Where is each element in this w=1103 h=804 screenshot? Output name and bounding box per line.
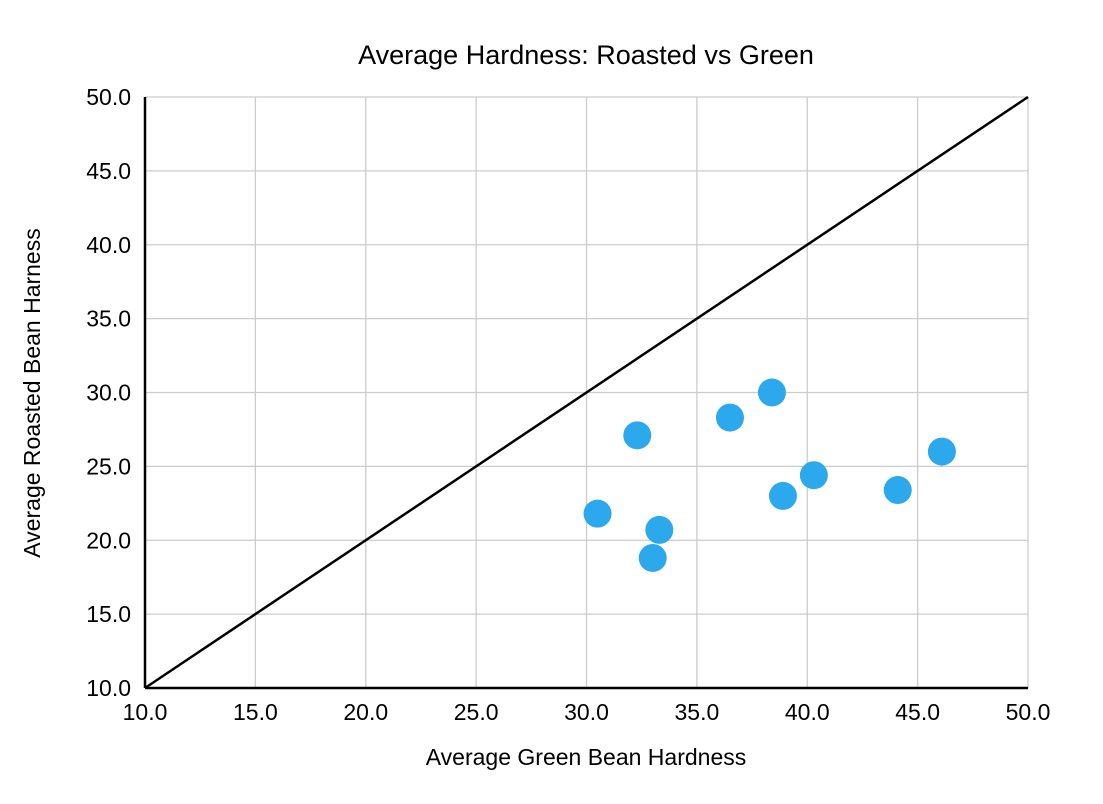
x-tick-label: 30.0: [564, 699, 609, 725]
y-tick-label: 45.0: [86, 158, 131, 184]
y-axis-label: Average Roasted Bean Harness: [19, 228, 45, 557]
reference-line-layer: [144, 95, 1029, 690]
data-point: [768, 481, 797, 510]
data-point: [583, 499, 612, 528]
y-tick-label: 40.0: [86, 232, 131, 258]
x-tick-label: 45.0: [895, 699, 940, 725]
data-point: [715, 403, 744, 432]
x-tick-label: 20.0: [343, 699, 388, 725]
y-tick-label: 30.0: [86, 380, 131, 406]
data-point: [645, 515, 674, 544]
x-tick-label: 25.0: [454, 699, 499, 725]
data-point: [883, 476, 912, 505]
x-axis-label: Average Green Bean Hardness: [426, 744, 747, 770]
x-tick-label: 50.0: [1006, 699, 1051, 725]
data-point: [757, 378, 786, 407]
y-tick-label: 35.0: [86, 306, 131, 332]
y-tick-label: 20.0: [86, 527, 131, 553]
y-tick-label: 25.0: [86, 453, 131, 479]
y-tick-label: 10.0: [86, 675, 131, 701]
x-tick-label: 40.0: [785, 699, 830, 725]
y-tick-label: 50.0: [86, 84, 131, 110]
x-tick-label: 35.0: [674, 699, 719, 725]
x-tick-label: 15.0: [233, 699, 278, 725]
data-point: [623, 421, 652, 450]
data-point: [799, 461, 828, 490]
y-tick-label: 15.0: [86, 601, 131, 627]
points-layer: [583, 378, 956, 572]
tick-label-layer: 10.0 15.0 20.0 25.0 30.0 35.0 40.0 45.0 50.0 10.0…: [86, 84, 1050, 725]
data-point: [927, 437, 956, 466]
chart-title: Average Hardness: Roasted vs Green: [358, 40, 814, 70]
x-tick-label: 10.0: [123, 699, 168, 725]
axis-layer: [143, 97, 1028, 690]
data-point: [638, 543, 667, 572]
identity-reference-line: [144, 95, 1029, 690]
